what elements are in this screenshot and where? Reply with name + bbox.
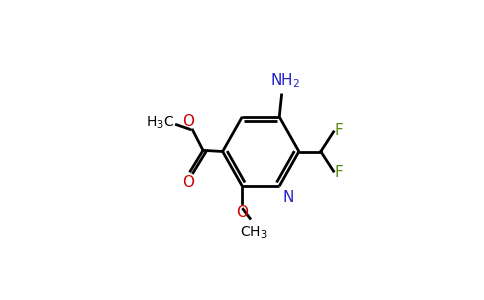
Text: F: F [334, 123, 344, 138]
Text: CH$_3$: CH$_3$ [240, 224, 268, 241]
Text: O: O [182, 114, 194, 129]
Text: O: O [236, 205, 248, 220]
Text: H$_3$C: H$_3$C [146, 115, 174, 131]
Text: F: F [334, 165, 344, 180]
Text: NH$_2$: NH$_2$ [270, 72, 300, 90]
Text: O: O [182, 175, 194, 190]
Text: N: N [282, 190, 293, 205]
